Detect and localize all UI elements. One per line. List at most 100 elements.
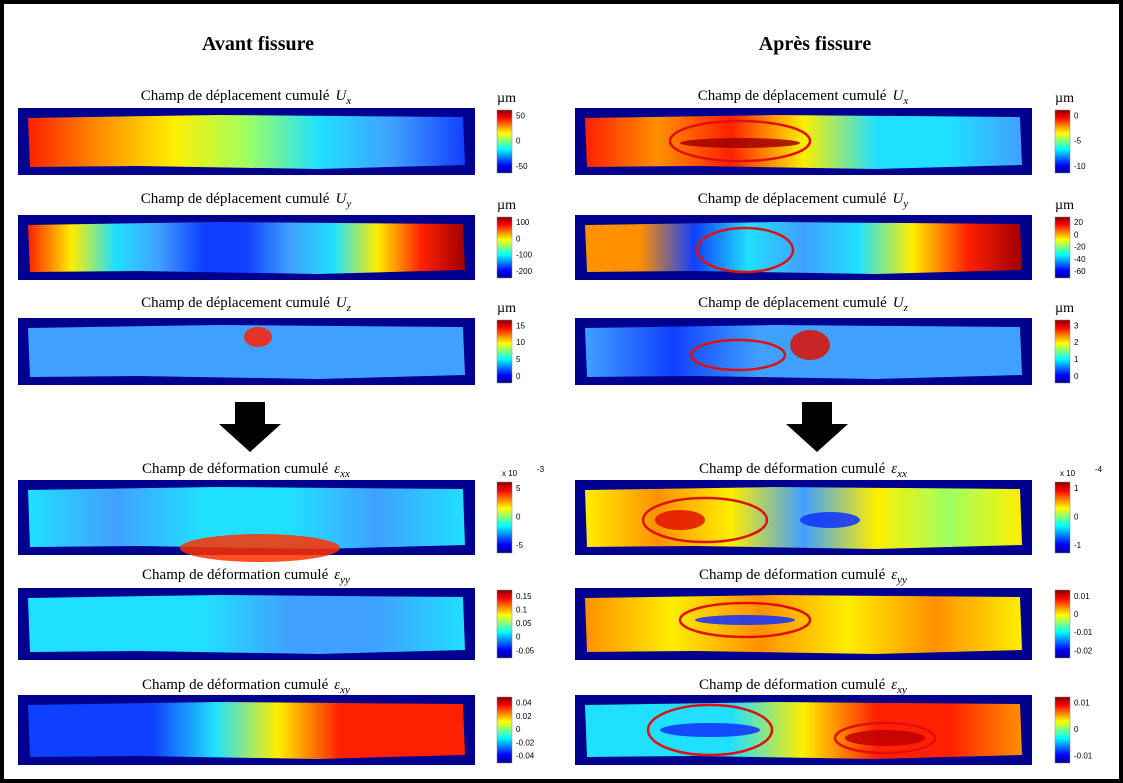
panel-title: Champ de déformation cumulé εxx <box>699 461 907 480</box>
colorbar-tick-label: 0 <box>516 513 521 522</box>
colorbar <box>1054 589 1071 659</box>
field-map <box>28 115 465 169</box>
colorbar-tick-label: 10 <box>516 338 525 347</box>
colorbar-tick-label: 0 <box>516 234 521 243</box>
field-map <box>28 487 465 549</box>
colorbar-tick-label: 100 <box>516 218 530 227</box>
symbol: ε <box>334 461 340 477</box>
colorbar-tick-label: -1 <box>1074 541 1082 550</box>
field-feature <box>790 330 830 360</box>
colorbar-tick-label: 0 <box>1074 230 1079 239</box>
panel-title: Champ de déformation cumulé εyy <box>142 567 350 586</box>
colorbar-tick-label: 15 <box>516 321 525 330</box>
panel-title: Champ de déformation cumulé εyy <box>699 567 907 586</box>
colorbar-tick-label: -0.02 <box>1074 646 1093 655</box>
colorbar <box>496 216 513 279</box>
colorbar <box>496 696 513 764</box>
colorbar-tick-label: 0 <box>516 633 521 642</box>
colorbar-tick-label: 0.04 <box>516 699 532 708</box>
symbol: ε <box>334 567 340 583</box>
field-map <box>585 702 1022 759</box>
title-text: Champ de déplacement cumulé <box>698 191 887 207</box>
title-text: Champ de déplacement cumulé <box>141 295 330 311</box>
field-feature <box>244 327 272 347</box>
colorbar <box>1054 319 1071 384</box>
colorbar-tick-label: 0.02 <box>516 712 532 721</box>
colorbar-tick-label: 0.15 <box>516 592 532 601</box>
field-map <box>585 115 1022 169</box>
scale-label: x 10 <box>502 469 518 478</box>
symbol: U <box>892 88 904 104</box>
colorbar-tick-label: -20 <box>1074 243 1086 252</box>
colorbar-tick-label: -0.04 <box>516 752 535 761</box>
colorbar-tick-label: -40 <box>1074 255 1086 264</box>
field-map <box>28 702 465 759</box>
subscript: z <box>346 302 352 314</box>
symbol: U <box>892 191 904 207</box>
colorbar-tick-label: 20 <box>1074 218 1083 227</box>
colorbar-tick-label: 5 <box>516 355 521 364</box>
unit: µm <box>497 198 516 213</box>
subscript: xy <box>339 684 350 696</box>
colorbar-tick-label: 5 <box>516 484 521 493</box>
symbol: ε <box>891 461 897 477</box>
unit: µm <box>497 301 516 316</box>
colorbar-tick-label: -10 <box>1074 162 1086 171</box>
highlight-circle <box>695 226 795 274</box>
field-feature <box>695 615 795 625</box>
field-feature <box>845 730 925 746</box>
colorbar-tick-label: 0 <box>1074 725 1079 734</box>
colorbar-tick-label: -200 <box>516 267 533 276</box>
colorbar-tick-label: -5 <box>516 541 524 550</box>
panel-title: Champ de déplacement cumulé Uz <box>698 295 909 314</box>
colorbar-tick-label: -0.05 <box>516 646 535 655</box>
colorbar-tick-label: 0 <box>516 725 521 734</box>
colorbar-tick-label: 0 <box>1074 111 1079 120</box>
panel-title: Champ de déformation cumulé εxy <box>142 677 350 696</box>
unit: µm <box>1055 198 1074 213</box>
subscript: y <box>902 198 908 210</box>
symbol: ε <box>334 677 340 693</box>
symbol: U <box>335 88 347 104</box>
subscript: yy <box>896 574 907 586</box>
colorbar <box>1054 696 1071 764</box>
field-map <box>28 222 465 274</box>
colorbar-tick-label: 1 <box>1074 355 1079 364</box>
column-heading: Avant fissure <box>202 33 314 55</box>
colorbar <box>1054 109 1071 174</box>
symbol: U <box>336 295 348 311</box>
field-feature <box>660 723 760 737</box>
colorbar-tick-label: -0.02 <box>516 738 535 747</box>
colorbar <box>1054 481 1071 554</box>
panel-title: Champ de déformation cumulé εxx <box>142 461 350 480</box>
unit: µm <box>1055 301 1074 316</box>
colorbar-tick-label: 0 <box>1074 610 1079 619</box>
colorbar-tick-label: 2 <box>1074 338 1079 347</box>
field-map <box>585 595 1022 654</box>
subscript: x <box>902 95 908 107</box>
field-map <box>585 222 1022 274</box>
title-text: Champ de déformation cumulé <box>699 461 886 477</box>
colorbar-tick-label: -50 <box>516 162 528 171</box>
highlight-circle <box>678 601 812 639</box>
panel-title: Champ de déplacement cumulé Uz <box>141 295 352 314</box>
unit: µm <box>1055 91 1074 106</box>
colorbar-tick-label: -60 <box>1074 267 1086 276</box>
field-feature <box>180 534 340 562</box>
subscript: xy <box>896 684 907 696</box>
arrow <box>786 402 848 452</box>
colorbar-tick-label: 0 <box>1074 513 1079 522</box>
colorbar-tick-label: 0.1 <box>516 606 528 615</box>
highlight-circle <box>641 496 769 544</box>
column-heading: Après fissure <box>759 33 872 55</box>
colorbar-tick-label: -5 <box>1074 137 1082 146</box>
subscript: yy <box>339 574 350 586</box>
title-text: Champ de déformation cumulé <box>699 567 886 583</box>
title-text: Champ de déplacement cumulé <box>698 88 887 104</box>
symbol: U <box>893 295 905 311</box>
colorbar-tick-label: 50 <box>516 111 525 120</box>
title-text: Champ de déplacement cumulé <box>141 88 330 104</box>
field-map <box>28 595 465 654</box>
